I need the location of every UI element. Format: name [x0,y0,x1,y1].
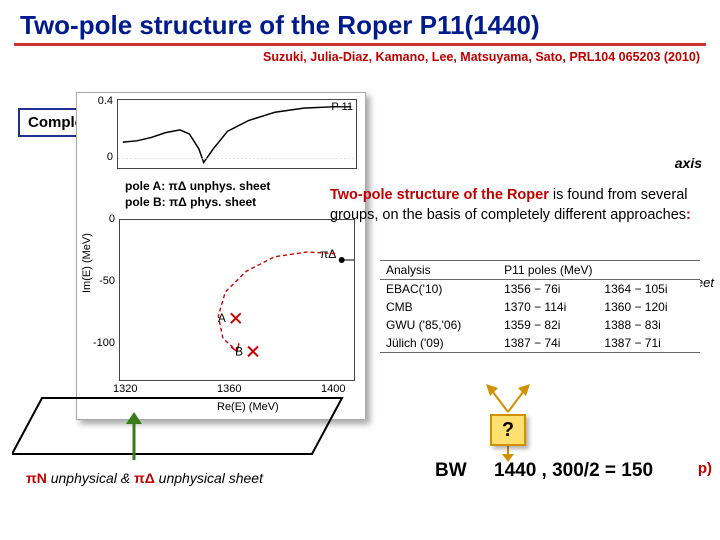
pi-n-label: πN [26,470,47,486]
title-underline [14,43,706,46]
page-title: Two-pole structure of the Roper P11(1440… [0,0,720,43]
bottom-sheet-t1: unphysical & [47,470,134,486]
bottom-plot: AB [119,219,355,381]
table-row: CMB1370 − 114i1360 − 120i [380,298,700,316]
question-box: ? [490,414,526,446]
left-figure-panel: P 11 0.4 0 pole A: πΔ unphys. sheet pole… [76,92,366,420]
table-col-0: Analysis [380,261,498,280]
two-pole-colon: : [686,207,691,223]
table-col-1: P11 poles (MeV) [498,261,700,280]
bw-label: BW [435,460,467,482]
analysis-table: Analysis P11 poles (MeV) EBAC('10)1356 −… [380,260,700,374]
parallelogram-shape [12,390,362,462]
ytick-2: -100 [85,337,115,349]
table-row: GWU ('85,'06)1359 − 82i1388 − 83i [380,316,700,334]
bottom-sheet-t2: unphysical sheet [155,470,263,486]
top-plot [117,99,357,169]
table-row: EBAC('10)1356 − 76i1364 − 105i [380,280,700,299]
pole-b-label: pole B: πΔ phys. sheet [125,195,270,211]
svg-text:A: A [218,311,226,325]
axis-text-fragment: axis [675,155,702,171]
pi-delta-label-2: πΔ [134,470,155,486]
two-pole-description: Two-pole structure of the Roper is found… [330,186,698,225]
citation-text: Suzuki, Julia-Diaz, Kamano, Lee, Matsuya… [0,50,720,64]
top-ytick-0: 0 [87,151,113,163]
y-axis-label: Im(E) (MeV) [81,233,93,293]
p-tail-fragment: p) [698,460,712,477]
pole-labels: pole A: πΔ unphys. sheet pole B: πΔ phys… [125,179,270,210]
top-ytick-1: 0.4 [87,95,113,107]
bw-values: 1440 , 300/2 = 150 [494,460,653,482]
ytick-0: 0 [85,213,115,225]
bottom-sheet-text: πN unphysical & πΔ unphysical sheet [26,470,263,486]
green-arrow-icon [124,412,144,452]
svg-text:B: B [235,344,243,358]
table-row: Jülich ('09)1387 − 74i1387 − 71i [380,334,700,353]
two-pole-strong: Two-pole structure of the Roper [330,187,549,203]
pole-a-label: pole A: πΔ unphys. sheet [125,179,270,195]
